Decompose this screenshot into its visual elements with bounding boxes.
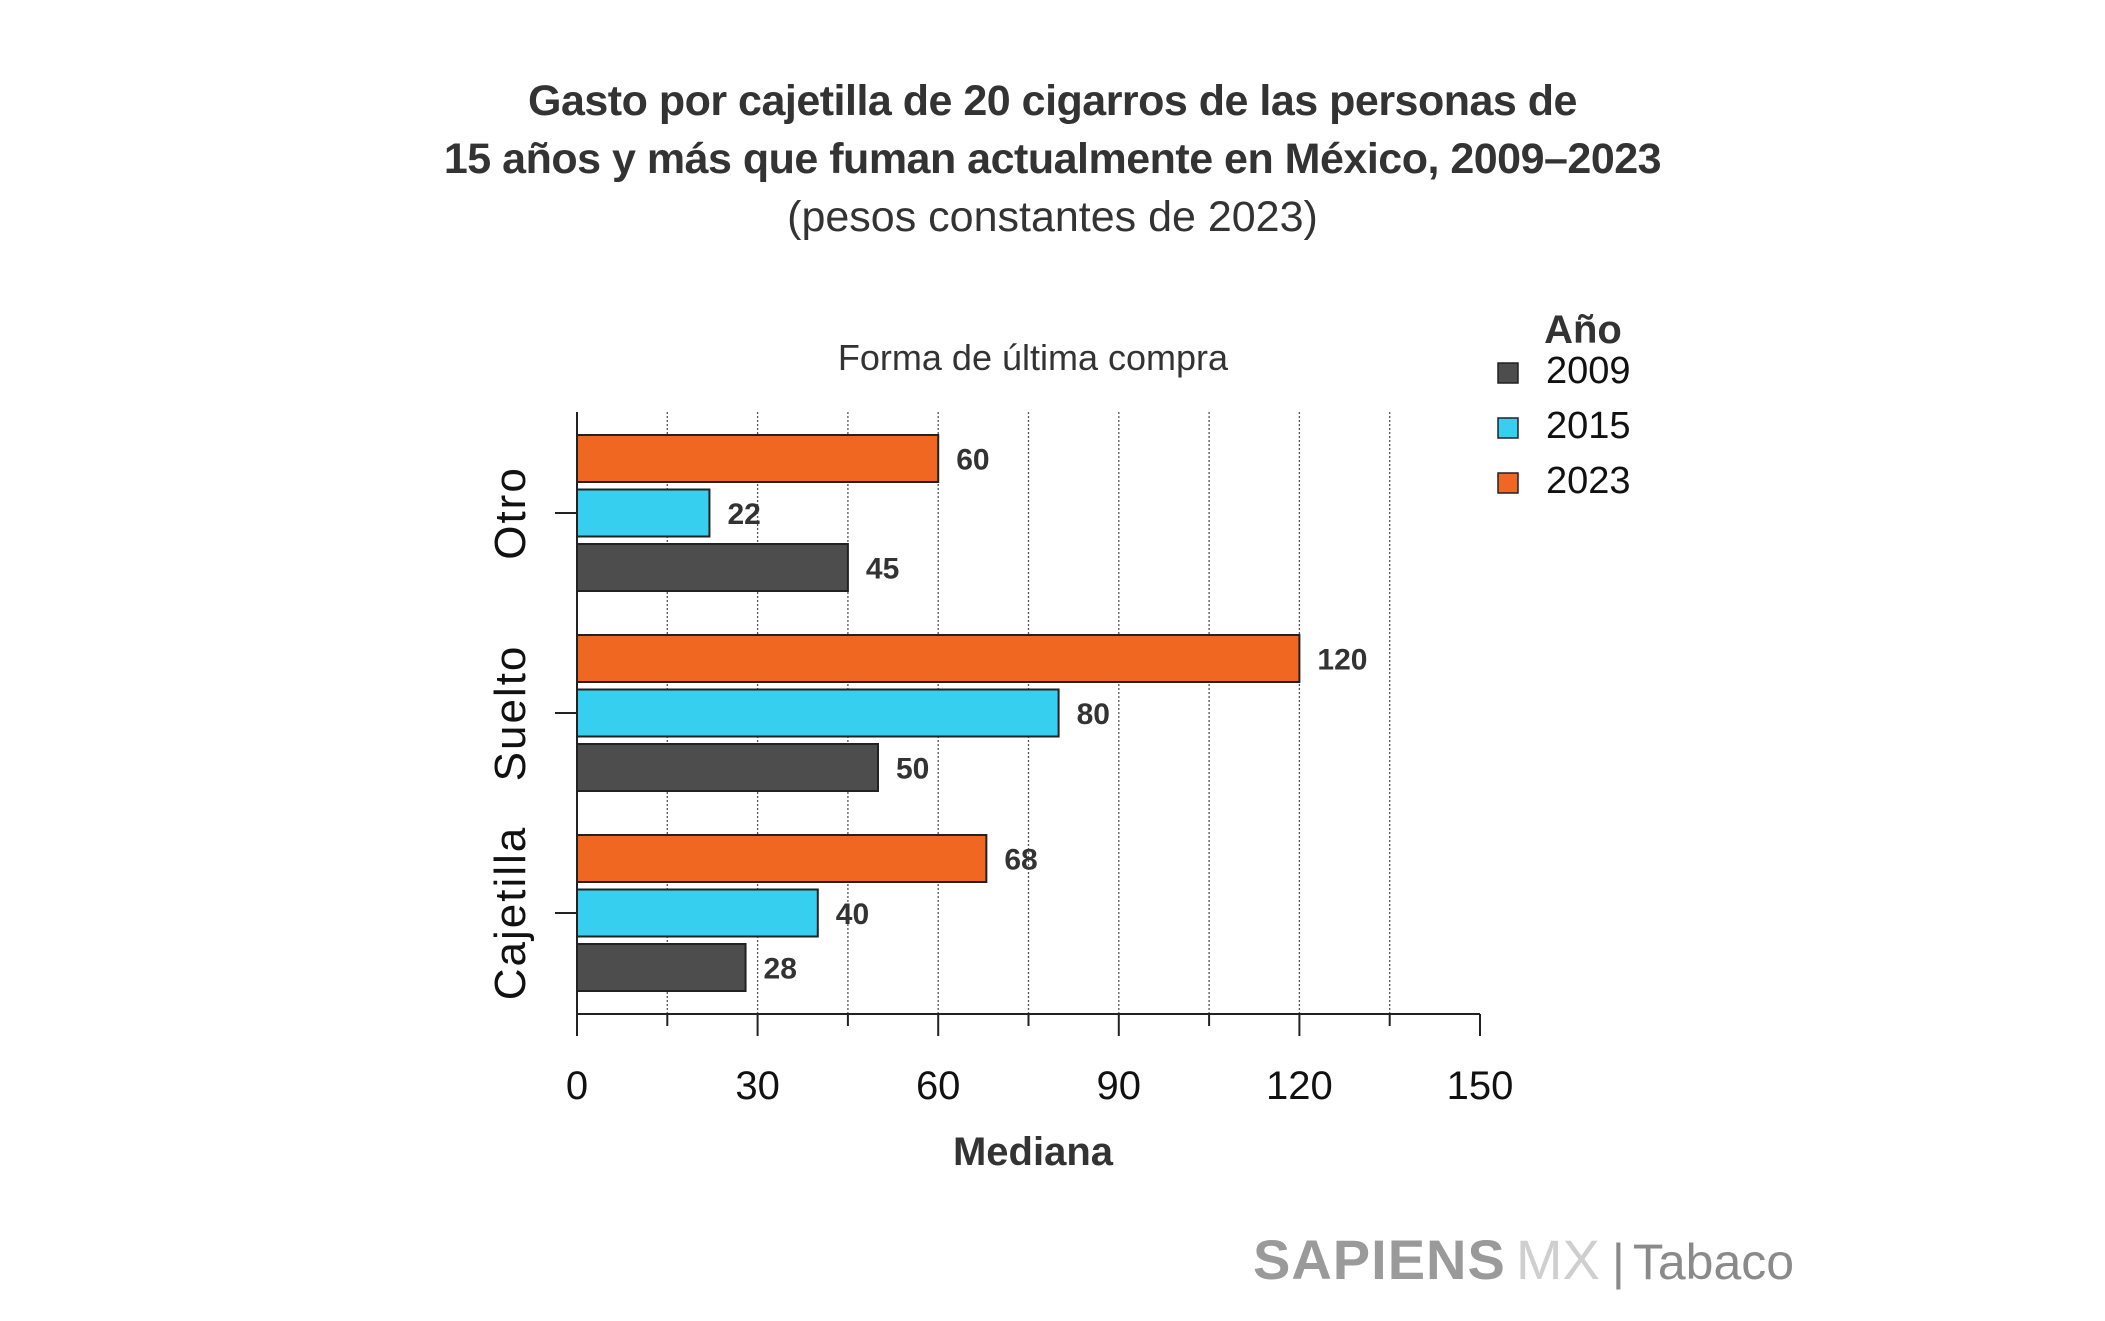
title-line-1: Gasto por cajetilla de 20 cigarros de la…: [528, 77, 1577, 125]
bar-suelto-2023: [576, 634, 1301, 683]
brand-section: Tabaco: [1632, 1234, 1795, 1290]
data-labels: 60 120 68 22 80 40 45 50 28: [727, 444, 1367, 986]
legend-label-2015: 2015: [1546, 405, 1631, 447]
x-tick-label: 30: [735, 1064, 780, 1108]
legend-swatch-2023: [1497, 472, 1519, 494]
data-label: 45: [866, 553, 899, 586]
x-tick-label: 60: [916, 1064, 961, 1108]
x-tick-label: 150: [1447, 1064, 1514, 1108]
x-axis-label: Mediana: [953, 1130, 1114, 1174]
bars: [576, 434, 1301, 992]
bar-otro-2015: [576, 488, 711, 538]
axes: 0 30 60 90 120 150 Otro Suelto Cajetilla: [486, 412, 1513, 1108]
bar-otro-2009: [576, 543, 849, 592]
bar-cajetilla-2023: [576, 834, 988, 883]
x-tick-label: 120: [1266, 1064, 1333, 1108]
bar-cajetilla-2015: [576, 888, 819, 938]
chart-title: Gasto por cajetilla de 20 cigarros de la…: [0, 72, 2105, 246]
bar-suelto-2009: [576, 743, 879, 792]
data-label: 60: [956, 444, 989, 477]
brand-logo: SAPIENS MX | Tabaco: [1253, 1225, 1794, 1297]
bar-suelto-2015: [576, 688, 1060, 738]
brand-name-bold: SAPIENS: [1253, 1228, 1506, 1291]
data-label: 68: [1004, 844, 1037, 877]
data-label: 50: [896, 753, 929, 786]
legend-swatch-2015: [1497, 417, 1519, 439]
x-tick-label: 0: [566, 1064, 588, 1108]
bar-otro-2023: [576, 434, 940, 483]
data-label: 22: [727, 498, 760, 531]
category-label-suelto: Suelto: [486, 645, 535, 782]
legend-swatch-2009: [1497, 362, 1519, 384]
legend-label-2009: 2009: [1546, 350, 1631, 392]
plot-title: Forma de última compra: [838, 337, 1229, 378]
legend-title: Año: [1544, 308, 1622, 352]
data-label: 28: [764, 953, 797, 986]
data-label: 120: [1317, 644, 1367, 677]
legend-label-2023: 2023: [1546, 460, 1631, 502]
chart-subtitle: (pesos constantes de 2023): [787, 193, 1318, 241]
category-label-otro: Otro: [486, 466, 535, 560]
brand-separator: |: [1611, 1234, 1625, 1290]
data-label: 80: [1077, 698, 1110, 731]
title-line-2: 15 años y más que fuman actualmente en M…: [443, 135, 1662, 183]
brand-name-light: MX: [1515, 1228, 1600, 1291]
x-tick-label: 90: [1097, 1064, 1142, 1108]
data-label: 40: [836, 898, 869, 931]
category-label-cajetilla: Cajetilla: [486, 826, 535, 1001]
bar-cajetilla-2009: [576, 943, 747, 992]
